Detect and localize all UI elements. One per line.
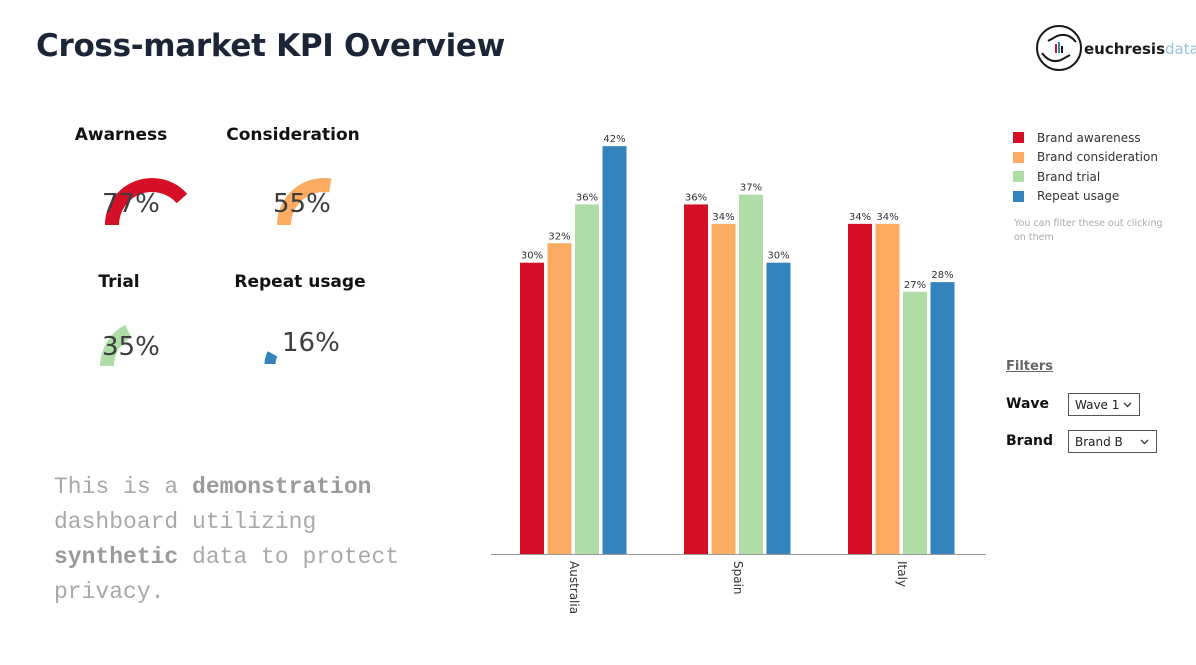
bar-value-label: 34%: [849, 212, 871, 223]
chevron-down-icon: [1140, 439, 1149, 445]
kpi-gauge: [100, 325, 132, 367]
logo-hands-icon: [1036, 25, 1082, 71]
demo-text: dashboard utilizing: [54, 509, 317, 535]
bar-value-label: 30%: [521, 251, 543, 262]
bar[interactable]: [766, 262, 791, 554]
demo-text: This is a: [54, 474, 193, 500]
company-logo: euchresisdata: [1034, 22, 1196, 74]
kpi-consideration: Consideration 55%: [208, 125, 378, 255]
legend-item-brand-trial[interactable]: Brand trial: [1013, 167, 1158, 187]
legend-label: Brand consideration: [1037, 150, 1158, 165]
legend-label: Repeat usage: [1037, 189, 1120, 204]
bar[interactable]: [930, 282, 955, 554]
bar-value-label: 36%: [576, 192, 598, 203]
kpi-value: 35%: [102, 332, 160, 362]
category-tick-label: Spain: [731, 561, 745, 595]
demo-bold-text: demonstration: [192, 474, 372, 500]
legend-swatch: [1013, 132, 1024, 144]
kpi-gauge: [264, 351, 278, 365]
gauge-arc: [100, 325, 132, 367]
legend-item-repeat-usage[interactable]: Repeat usage: [1013, 187, 1158, 207]
bar[interactable]: [575, 204, 599, 554]
gauge-arc: [277, 178, 332, 226]
wave-filter-label: Wave: [1006, 396, 1050, 412]
wave-select-value: Wave 1: [1075, 397, 1120, 412]
kpi-awareness: Awarness 77%: [36, 125, 206, 255]
category-tick-label: Australia: [567, 561, 581, 614]
bar[interactable]: [602, 146, 627, 554]
logo-main-text: euchresis: [1084, 40, 1165, 58]
bar[interactable]: [711, 223, 736, 555]
legend-item-brand-consideration[interactable]: Brand consideration: [1013, 148, 1158, 168]
legend-item-brand-awareness[interactable]: Brand awareness: [1013, 128, 1158, 148]
bar-value-label: 27%: [904, 280, 926, 291]
bar[interactable]: [739, 194, 763, 554]
chevron-down-icon: [1123, 402, 1132, 408]
legend-swatch: [1013, 151, 1024, 163]
kpi-label: Consideration: [226, 125, 360, 145]
kpi-value: 16%: [282, 328, 340, 358]
legend-hint: You can filter these out clicking on the…: [1014, 218, 1163, 243]
demo-disclaimer: This is a demonstration dashboard utiliz…: [54, 470, 434, 610]
demo-bold-text: synthetic: [54, 544, 179, 570]
category-tick-label: Italy: [895, 561, 909, 587]
bar-value-label: 34%: [712, 212, 734, 223]
kpi-gauge: [105, 178, 188, 226]
kpi-label: Awarness: [74, 125, 168, 145]
brand-select-value: Brand B: [1075, 434, 1123, 449]
kpi-bar-chart: 30% 32% 36% 42% Australia 36% 34% 37% 30% Spain 34…: [491, 134, 986, 614]
chart-legend: Brand awareness Brand consideration Bran…: [1013, 128, 1158, 206]
bar-value-label: 32%: [548, 231, 570, 242]
gauge-arc: [264, 351, 278, 365]
kpi-label: Trial: [98, 272, 140, 292]
bar-value-label: 34%: [876, 212, 898, 223]
gauge-arc: [105, 178, 188, 226]
page-title: Cross-market KPI Overview: [36, 28, 505, 64]
kpi-value: 55%: [273, 189, 331, 219]
demo-text: data to protect privacy.: [54, 544, 400, 605]
bar-value-label: 28%: [931, 270, 953, 281]
bar-value-label: 42%: [603, 134, 625, 145]
brand-filter-label: Brand: [1006, 433, 1054, 449]
legend-label: Brand trial: [1037, 169, 1101, 184]
brand-select[interactable]: Brand B: [1068, 430, 1157, 453]
bar[interactable]: [520, 262, 544, 554]
logo-sub-text: data: [1165, 40, 1196, 58]
bar-value-label: 37%: [740, 183, 762, 194]
kpi-label: Repeat usage: [234, 272, 366, 292]
bar[interactable]: [684, 204, 708, 554]
filters-heading: Filters: [1006, 359, 1053, 374]
legend-swatch: [1013, 190, 1024, 202]
bar-value-label: 36%: [685, 192, 707, 203]
kpi-trial: Trial 35%: [34, 272, 204, 402]
bar[interactable]: [875, 223, 900, 555]
kpi-repeat-usage: Repeat usage 16%: [215, 272, 385, 402]
bar[interactable]: [848, 223, 872, 555]
kpi-value: 77%: [102, 189, 160, 219]
bar[interactable]: [903, 291, 927, 554]
bar[interactable]: [547, 243, 572, 554]
legend-label: Brand awareness: [1037, 130, 1141, 145]
wave-select[interactable]: Wave 1: [1068, 393, 1140, 416]
kpi-gauge: [277, 178, 332, 226]
legend-swatch: [1013, 171, 1024, 183]
bar-value-label: 30%: [767, 251, 789, 262]
